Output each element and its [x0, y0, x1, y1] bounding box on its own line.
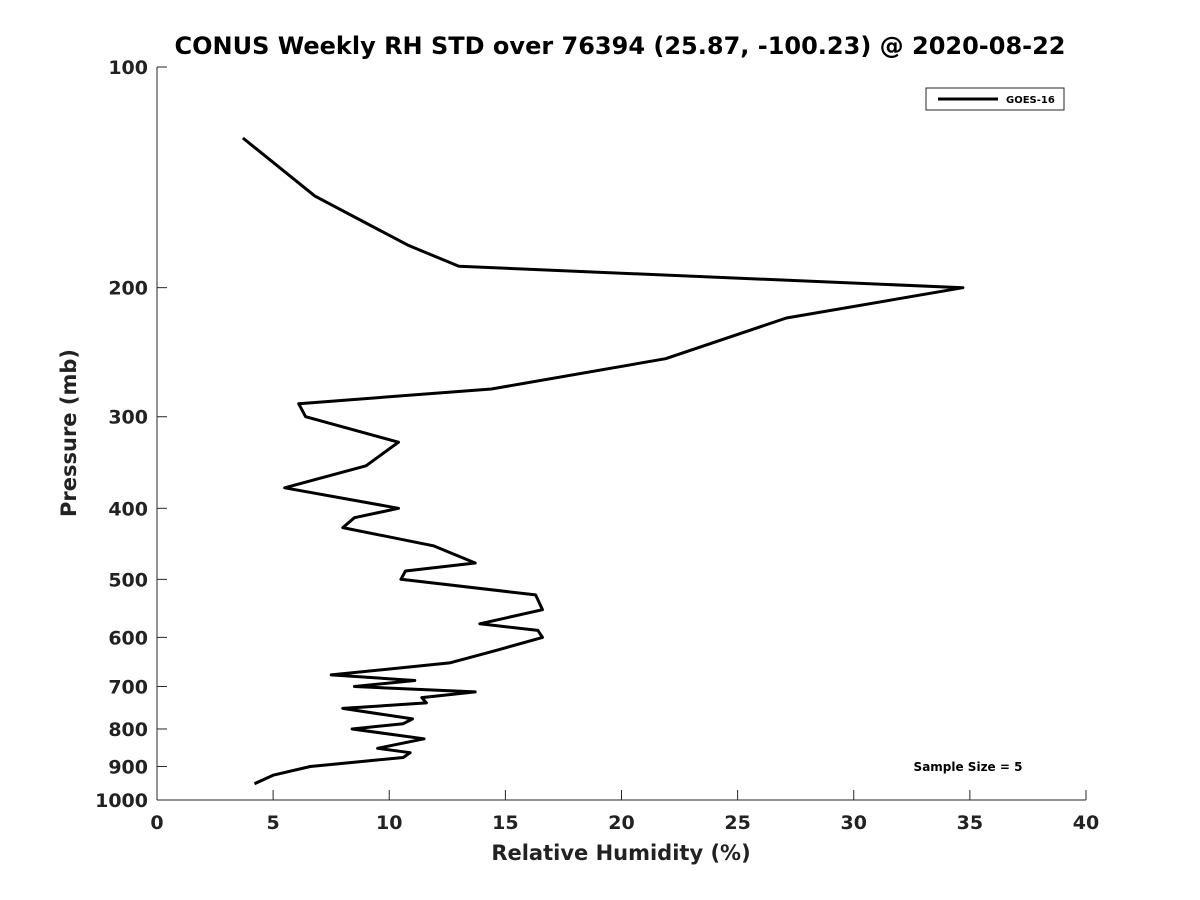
- legend: GOES-16: [925, 87, 1065, 111]
- y-tick-label: 400: [108, 498, 148, 520]
- y-tick-label: 500: [108, 569, 148, 591]
- y-tick-label: 1000: [95, 790, 148, 812]
- x-tick-label: 5: [267, 812, 280, 834]
- y-tick-label: 100: [108, 57, 148, 79]
- series-line-goes-16: [241, 136, 965, 786]
- x-tick-label: 10: [376, 812, 402, 834]
- x-tick-label: 0: [150, 812, 163, 834]
- x-tick-label: 15: [492, 812, 518, 834]
- x-tick-label: 25: [724, 812, 750, 834]
- y-tick-label: 600: [108, 627, 148, 649]
- legend-label-goes-16: GOES-16: [1006, 95, 1055, 106]
- x-tick-label: 35: [957, 812, 983, 834]
- chart-title: CONUS Weekly RH STD over 76394 (25.87, -…: [174, 32, 1065, 60]
- y-tick-label: 700: [108, 676, 148, 698]
- x-tick-label: 20: [608, 812, 634, 834]
- x-tick-label: 40: [1073, 812, 1099, 834]
- y-axis-label: Pressure (mb): [57, 349, 81, 517]
- plot-area: 0 5 10 15 20 25 30 35 40 100 200 300 400 500 600 700 80…: [95, 57, 1099, 834]
- sample-size-annotation: Sample Size = 5: [914, 760, 1023, 774]
- x-ticks: 0 5 10 15 20 25 30 35 40: [150, 790, 1099, 834]
- y-tick-label: 800: [108, 719, 148, 741]
- y-tick-label: 900: [108, 756, 148, 778]
- x-tick-label: 30: [841, 812, 867, 834]
- y-tick-label: 300: [108, 407, 148, 429]
- y-ticks: 100 200 300 400 500 600 700 800 900 1000: [95, 57, 167, 812]
- x-axis-label: Relative Humidity (%): [491, 841, 750, 865]
- y-tick-label: 200: [108, 278, 148, 300]
